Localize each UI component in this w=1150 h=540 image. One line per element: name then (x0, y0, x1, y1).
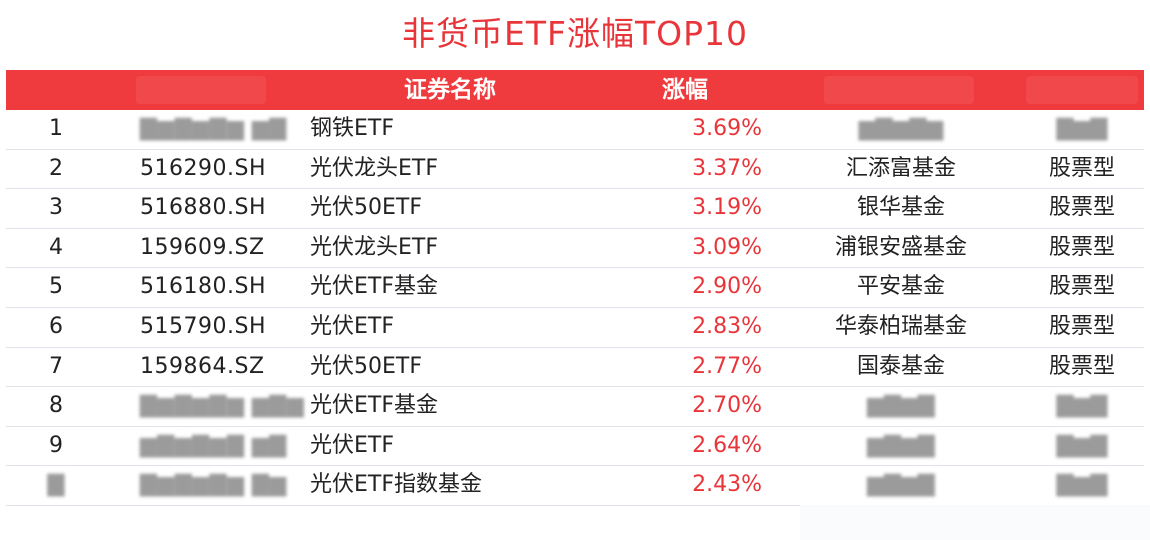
table-row: 2 516290.SH 光伏龙头ETF 3.37% 汇添富基金 股票型 (6, 150, 1144, 190)
table-row: 6 515790.SH 光伏ETF 2.83% 华泰柏瑞基金 股票型 (6, 308, 1144, 348)
name-cell: 光伏ETF (310, 313, 394, 339)
change-cell: 2.77% (692, 353, 762, 379)
code-cell-redacted: ▇▆▇▆▇▆ ▆▇▆ (140, 393, 305, 419)
rank-cell-redacted: ▇ (47, 472, 65, 498)
change-cell: 2.43% (692, 472, 762, 498)
name-cell: 光伏龙头ETF (310, 234, 438, 260)
change-cell: 3.37% (692, 155, 762, 181)
type-cell-redacted: ▇▆▇ (1056, 116, 1108, 141)
company-cell: 国泰基金 (856, 353, 945, 379)
company-cell: 银华基金 (856, 195, 945, 221)
name-cell: 光伏龙头ETF (310, 155, 438, 181)
header-name: 证券名称 (404, 77, 496, 103)
rank-cell: 6 (49, 313, 63, 339)
etf-ranking-table: 证券名称 涨幅 1 ▇▆▇▆▇▆ ▆▇ 钢铁ETF 3.69% ▆▇▆▇▆ ▇▆… (6, 70, 1144, 506)
company-cell-redacted: ▆▇▆▇ (867, 393, 935, 419)
table-row: 8 ▇▆▇▆▇▆ ▆▇▆ 光伏ETF基金 2.70% ▆▇▆▇ ▇▆▇ (6, 387, 1144, 427)
type-cell: 股票型 (1048, 234, 1115, 260)
table-row: 3 516880.SH 光伏50ETF 3.19% 银华基金 股票型 (6, 189, 1144, 229)
header-blurred-block (136, 76, 266, 104)
code-cell-redacted: ▆▇▆▇▆▇ ▆▇ (140, 432, 287, 458)
name-cell: 光伏ETF指数基金 (310, 472, 482, 498)
company-cell: 汇添富基金 (845, 155, 956, 181)
rank-cell: 2 (49, 155, 63, 181)
name-cell: 光伏ETF基金 (310, 274, 438, 300)
header-blurred-block (1026, 76, 1138, 104)
company-cell-redacted: ▆▇▆▇ (867, 472, 935, 498)
code-cell-redacted: ▇▆▇▆▇▆ ▆▇ (140, 116, 287, 141)
table-row: 7 159864.SZ 光伏50ETF 2.77% 国泰基金 股票型 (6, 348, 1144, 388)
company-cell-redacted: ▆▇▆▇▆ (858, 116, 944, 141)
type-cell-redacted: ▇▆▇ (1056, 472, 1108, 498)
type-cell-redacted: ▇▆▇ (1056, 432, 1108, 458)
page-title: 非货币ETF涨幅TOP10 (401, 14, 748, 53)
code-cell-redacted: ▇▆▇▆▇▆ ▇▆ (140, 472, 287, 498)
change-cell: 3.19% (692, 195, 762, 221)
change-cell: 2.90% (692, 274, 762, 300)
header-blurred-block (824, 76, 974, 104)
bottom-right-fade (800, 505, 1150, 540)
rank-cell: 3 (49, 195, 63, 221)
name-cell: 光伏ETF (310, 432, 394, 458)
table-row: 4 159609.SZ 光伏龙头ETF 3.09% 浦银安盛基金 股票型 (6, 229, 1144, 269)
table-row: ▇ ▇▆▇▆▇▆ ▇▆ 光伏ETF指数基金 2.43% ▆▇▆▇ ▇▆▇ (6, 466, 1144, 506)
type-cell: 股票型 (1048, 353, 1115, 379)
code-cell: 516880.SH (140, 195, 266, 221)
rank-cell: 4 (49, 234, 63, 260)
table-row: 9 ▆▇▆▇▆▇ ▆▇ 光伏ETF 2.64% ▆▇▆▇ ▇▆▇ (6, 427, 1144, 467)
type-cell: 股票型 (1048, 195, 1115, 221)
rank-cell: 1 (49, 116, 63, 141)
name-cell: 钢铁ETF (310, 116, 394, 141)
code-cell: 516290.SH (140, 155, 266, 181)
table-row: 5 516180.SH 光伏ETF基金 2.90% 平安基金 股票型 (6, 268, 1144, 308)
company-cell-redacted: ▆▇▆▇ (867, 432, 935, 458)
rank-cell: 5 (49, 274, 63, 300)
company-cell: 浦银安盛基金 (834, 234, 967, 260)
change-cell: 3.69% (692, 116, 762, 141)
rank-cell: 8 (49, 393, 63, 419)
change-cell: 2.70% (692, 393, 762, 419)
type-cell: 股票型 (1048, 155, 1115, 181)
code-cell: 516180.SH (140, 274, 266, 300)
type-cell: 股票型 (1048, 274, 1115, 300)
name-cell: 光伏50ETF (310, 353, 422, 379)
change-cell: 3.09% (692, 234, 762, 260)
rank-cell: 9 (49, 432, 63, 458)
company-cell: 华泰柏瑞基金 (834, 313, 967, 339)
rank-cell: 7 (49, 353, 63, 379)
type-cell-redacted: ▇▆▇ (1056, 393, 1108, 419)
change-cell: 2.83% (692, 313, 762, 339)
code-cell: 159864.SZ (140, 353, 265, 379)
change-cell: 2.64% (692, 432, 762, 458)
header-change: 涨幅 (662, 77, 708, 103)
name-cell: 光伏ETF基金 (310, 393, 438, 419)
company-cell: 平安基金 (856, 274, 945, 300)
type-cell: 股票型 (1048, 313, 1115, 339)
table-header: 证券名称 涨幅 (6, 70, 1144, 110)
table-row: 1 ▇▆▇▆▇▆ ▆▇ 钢铁ETF 3.69% ▆▇▆▇▆ ▇▆▇ (6, 110, 1144, 150)
name-cell: 光伏50ETF (310, 195, 422, 221)
code-cell: 515790.SH (140, 313, 266, 339)
code-cell: 159609.SZ (140, 234, 265, 260)
